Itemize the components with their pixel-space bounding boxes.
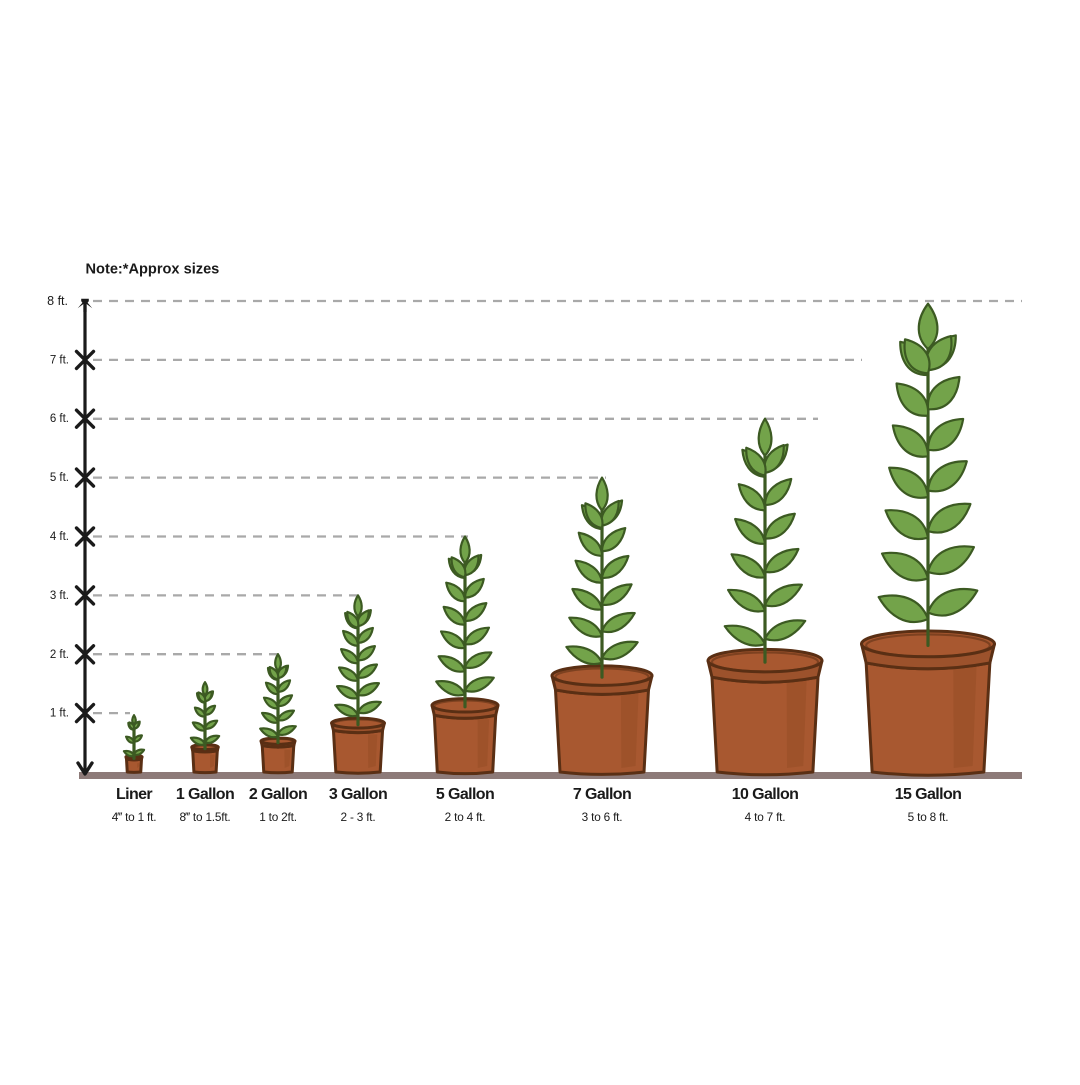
- svg-text:4 to 7 ft.: 4 to 7 ft.: [745, 810, 786, 824]
- svg-text:7 Gallon: 7 Gallon: [573, 786, 631, 803]
- svg-text:8‴ to 1.5ft.: 8‴ to 1.5ft.: [180, 810, 231, 824]
- svg-text:10 Gallon: 10 Gallon: [732, 786, 799, 803]
- svg-text:1 to 2ft.: 1 to 2ft.: [259, 810, 297, 824]
- svg-text:2 - 3 ft.: 2 - 3 ft.: [341, 810, 376, 824]
- svg-text:5 Gallon: 5 Gallon: [436, 786, 494, 803]
- svg-text:5 ft.: 5 ft.: [50, 472, 69, 484]
- svg-text:2 Gallon: 2 Gallon: [249, 786, 307, 803]
- svg-text:1 Gallon: 1 Gallon: [176, 786, 234, 803]
- svg-text:15 Gallon: 15 Gallon: [895, 786, 962, 803]
- svg-text:Note:*Approx sizes: Note:*Approx sizes: [86, 262, 220, 278]
- svg-text:2 ft.: 2 ft.: [50, 649, 69, 661]
- svg-text:8 ft.: 8 ft.: [47, 294, 68, 308]
- svg-text:5 to 8 ft.: 5 to 8 ft.: [908, 810, 949, 824]
- svg-text:3 Gallon: 3 Gallon: [329, 786, 387, 803]
- svg-text:3 ft.: 3 ft.: [50, 590, 69, 602]
- svg-text:3 to 6 ft.: 3 to 6 ft.: [582, 810, 623, 824]
- svg-text:1 ft.: 1 ft.: [50, 708, 69, 720]
- svg-text:7 ft.: 7 ft.: [50, 354, 69, 366]
- svg-text:2 to 4 ft.: 2 to 4 ft.: [445, 810, 486, 824]
- svg-text:4 ft.: 4 ft.: [50, 531, 69, 543]
- svg-text:4‴ to 1 ft.: 4‴ to 1 ft.: [112, 810, 157, 824]
- svg-text:Liner: Liner: [116, 786, 152, 803]
- svg-text:6 ft.: 6 ft.: [50, 413, 69, 425]
